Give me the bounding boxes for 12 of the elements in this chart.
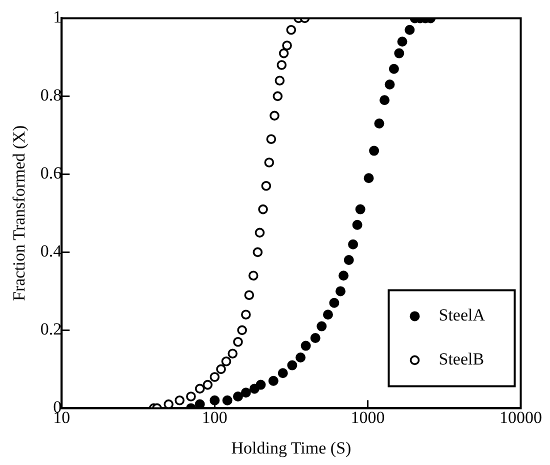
- y-tick-label: 0.2: [40, 320, 62, 339]
- x-axis-title: Holding Time (S): [231, 438, 352, 458]
- x-tick-label: 100: [202, 408, 228, 427]
- x-tick-label: 1000: [350, 408, 385, 427]
- y-tick-label: 0.8: [40, 86, 62, 105]
- y-tick-label: 0.6: [40, 164, 62, 183]
- legend-label: SteelB: [438, 350, 484, 369]
- legend-label: SteelA: [438, 306, 486, 325]
- y-axis-title: Fraction Transformed (X): [10, 125, 29, 302]
- y-tick-label: 0.4: [40, 242, 62, 261]
- y-tick-label: 1: [53, 8, 62, 27]
- x-tick-label: 10000: [500, 408, 542, 427]
